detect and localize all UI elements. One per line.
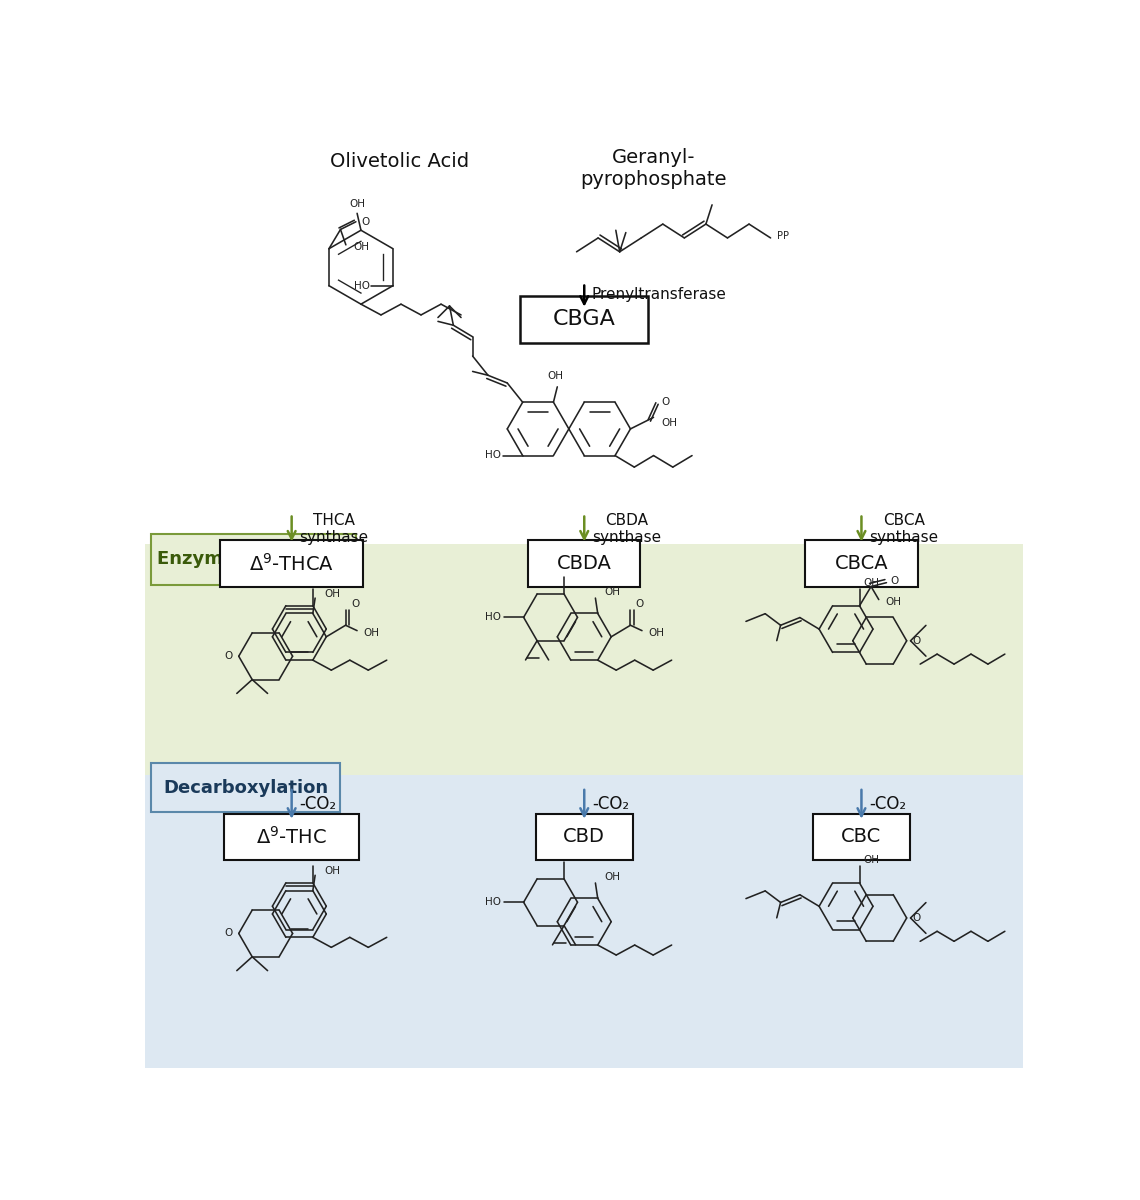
Text: O: O: [361, 217, 369, 227]
FancyBboxPatch shape: [150, 763, 340, 812]
Text: HO: HO: [486, 450, 502, 460]
Bar: [146, 545, 1024, 775]
FancyBboxPatch shape: [220, 540, 364, 587]
Text: HO: HO: [484, 898, 500, 907]
Text: Decarboxylation: Decarboxylation: [163, 779, 328, 797]
Text: Geranyl-
pyrophosphate: Geranyl- pyrophosphate: [580, 148, 727, 188]
Text: OH: OH: [863, 577, 879, 588]
Text: O: O: [636, 600, 644, 610]
FancyBboxPatch shape: [805, 540, 918, 587]
Text: OH: OH: [349, 199, 365, 209]
Text: OH: OH: [325, 589, 341, 599]
Text: PP: PP: [776, 230, 789, 241]
FancyBboxPatch shape: [813, 814, 910, 860]
Text: THCA
synthase: THCA synthase: [300, 512, 368, 545]
Text: O: O: [913, 913, 921, 923]
Text: $\Delta^9$-THC: $\Delta^9$-THC: [256, 826, 327, 848]
Text: OH: OH: [364, 628, 380, 638]
Text: CBDA
synthase: CBDA synthase: [592, 512, 661, 545]
Text: OH: OH: [547, 371, 564, 380]
Text: $\Delta^9$-THCA: $\Delta^9$-THCA: [249, 553, 334, 575]
Text: OH: OH: [353, 242, 369, 252]
FancyBboxPatch shape: [223, 814, 359, 860]
Text: O: O: [351, 600, 359, 610]
Text: CBC: CBC: [841, 828, 881, 846]
Text: OH: OH: [604, 587, 620, 596]
Text: OH: OH: [325, 866, 341, 876]
FancyBboxPatch shape: [520, 295, 649, 343]
Text: CBD: CBD: [563, 828, 605, 846]
Text: -CO₂: -CO₂: [300, 796, 336, 814]
FancyBboxPatch shape: [150, 534, 356, 586]
FancyBboxPatch shape: [536, 814, 633, 860]
Text: OH: OH: [649, 628, 665, 638]
Text: O: O: [661, 397, 669, 407]
Text: -CO₂: -CO₂: [592, 796, 629, 814]
Text: O: O: [225, 929, 233, 938]
Text: Olivetolic Acid: Olivetolic Acid: [329, 151, 469, 170]
Bar: [146, 775, 1024, 1068]
Text: OH: OH: [604, 872, 620, 882]
Text: OH: OH: [661, 418, 677, 427]
Text: HO: HO: [353, 281, 369, 290]
Text: Prenyltransferase: Prenyltransferase: [592, 288, 727, 302]
Text: CBCA: CBCA: [834, 554, 888, 574]
Text: Enzymatic reaction: Enzymatic reaction: [156, 550, 350, 568]
Text: HO: HO: [484, 612, 500, 623]
Text: -CO₂: -CO₂: [869, 796, 906, 814]
Text: OH: OH: [863, 854, 879, 865]
Text: CBDA: CBDA: [556, 554, 612, 574]
Text: O: O: [225, 652, 233, 661]
Text: OH: OH: [885, 596, 901, 607]
Text: O: O: [913, 636, 921, 646]
FancyBboxPatch shape: [528, 540, 641, 587]
Text: CBGA: CBGA: [553, 308, 616, 329]
Text: O: O: [890, 576, 898, 586]
Bar: [146, 144, 1024, 545]
Text: CBCA
synthase: CBCA synthase: [869, 512, 938, 545]
